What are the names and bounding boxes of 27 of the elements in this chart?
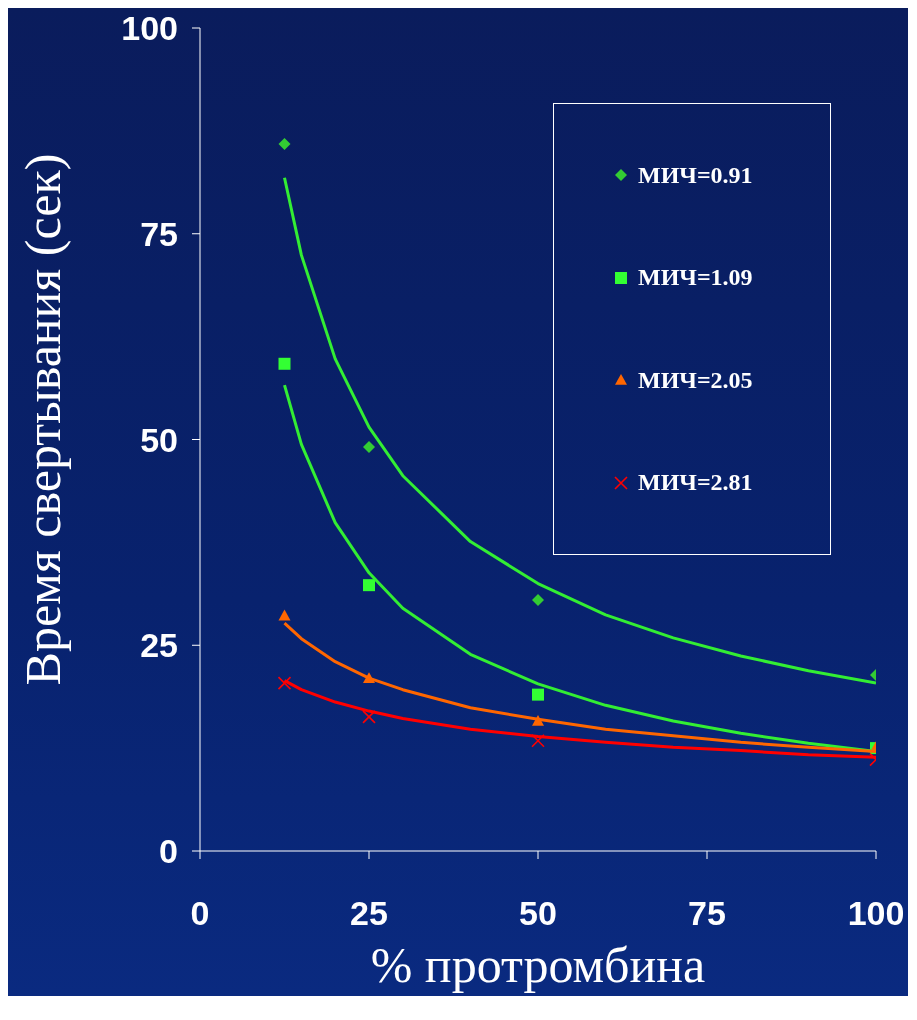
x-tick-label: 25: [350, 894, 388, 933]
point: [532, 688, 544, 701]
point: [362, 710, 376, 724]
y-tick-label: 0: [159, 832, 178, 871]
line-series: [283, 621, 876, 753]
legend-label: МИЧ=2.05: [638, 366, 753, 394]
point: [278, 609, 291, 621]
y-tick-label: 50: [140, 420, 178, 459]
point: [363, 440, 375, 453]
point: [278, 357, 291, 370]
x-tick-label: 75: [688, 894, 726, 933]
point: [278, 138, 291, 151]
y-tick-label: 100: [121, 9, 178, 48]
x-axis-title: % протромбина: [370, 937, 706, 993]
point: [363, 579, 375, 592]
legend-label: МИЧ=2.81: [638, 469, 753, 497]
x-tick-label: 0: [190, 894, 210, 933]
x-tick-label: 50: [519, 894, 557, 933]
x-tick-label: 100: [847, 894, 905, 933]
legend-label: МИЧ=0.91: [638, 161, 753, 189]
legend-label: МИЧ=1.09: [638, 264, 753, 292]
point: [532, 593, 544, 606]
y-tick-label: 75: [140, 214, 178, 253]
point: [531, 733, 545, 748]
y-tick-label: 25: [140, 626, 178, 665]
point: [277, 676, 292, 690]
y-axis-title: Время свертывания (сек): [14, 153, 71, 686]
